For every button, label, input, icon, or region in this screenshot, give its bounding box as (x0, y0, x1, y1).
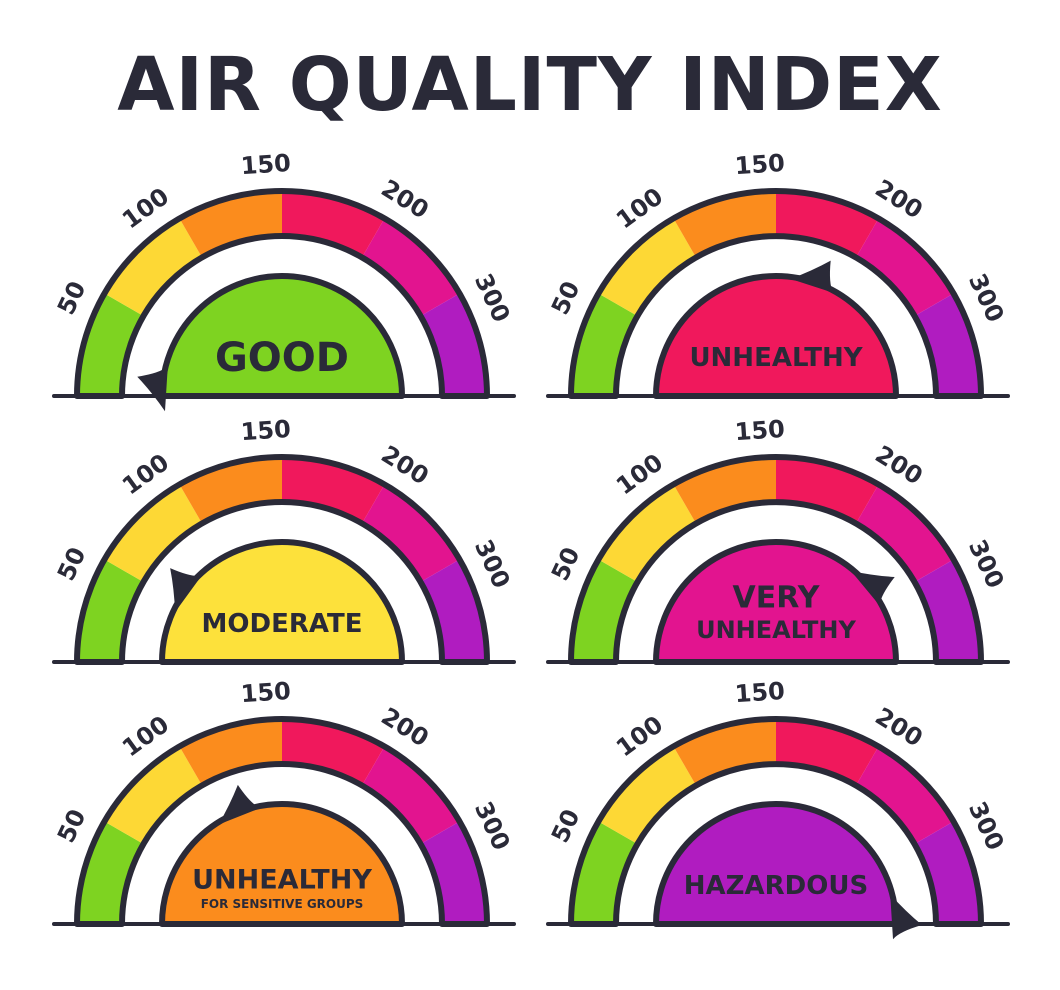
needle-pointer (790, 260, 834, 293)
tick-label: 150 (734, 149, 786, 180)
tick-label: 150 (240, 677, 292, 708)
scale-band (598, 218, 696, 316)
needle-pointer (218, 784, 261, 825)
tick-label: 50 (52, 805, 91, 847)
needle-pointer (890, 894, 922, 940)
scale-arc-outline (568, 188, 984, 399)
indicator-dome (653, 801, 899, 927)
indicator-dome (653, 539, 899, 665)
tick-label: 300 (469, 535, 516, 592)
scale-arc-outline (74, 716, 490, 927)
scale-band (362, 484, 460, 582)
scale-band (856, 218, 954, 316)
tick-label: 300 (469, 269, 516, 326)
scale-band (104, 484, 202, 582)
indicator-dome (159, 539, 405, 665)
category-sublabel: FOR SENSITIVE GROUPS (201, 897, 364, 911)
tick-label: 50 (546, 543, 585, 585)
tick-label: 150 (240, 415, 292, 446)
tick-label: 150 (734, 677, 786, 708)
needle-pointer (170, 568, 202, 613)
category-label: HAZARDOUS (684, 871, 868, 901)
scale-band (598, 484, 696, 582)
tick-label: 150 (240, 149, 292, 180)
category-label: GOOD (215, 335, 349, 381)
indicator-dome (159, 801, 405, 927)
category-label: UNHEALTHY (192, 865, 372, 896)
needle-pointer (137, 366, 168, 412)
page-title: AIR QUALITY INDEX (117, 42, 943, 128)
tick-label: 300 (963, 535, 1010, 592)
tick-label: 300 (963, 269, 1010, 326)
tick-label: 150 (734, 415, 786, 446)
scale-band (362, 218, 460, 316)
scale-arc-outline (74, 454, 490, 665)
tick-label: 50 (52, 543, 91, 585)
category-label: UNHEALTHY (696, 616, 856, 644)
tick-label: 50 (52, 277, 91, 319)
category-label: UNHEALTHY (689, 343, 863, 373)
tick-label: 50 (546, 805, 585, 847)
tick-label: 50 (546, 277, 585, 319)
category-label: VERY (733, 581, 821, 616)
indicator-dome (159, 273, 405, 399)
scale-arc-outline (568, 716, 984, 927)
tick-label: 300 (469, 797, 516, 854)
scale-band (104, 218, 202, 316)
scale-band (104, 746, 202, 844)
category-label: MODERATE (202, 609, 363, 639)
scale-band (362, 746, 460, 844)
scale-band (598, 746, 696, 844)
scale-arc-outline (74, 188, 490, 399)
scale-band (856, 746, 954, 844)
needle-pointer (850, 570, 895, 606)
indicator-dome (653, 273, 899, 399)
tick-label: 300 (963, 797, 1010, 854)
scale-arc-outline (568, 454, 984, 665)
scale-band (856, 484, 954, 582)
